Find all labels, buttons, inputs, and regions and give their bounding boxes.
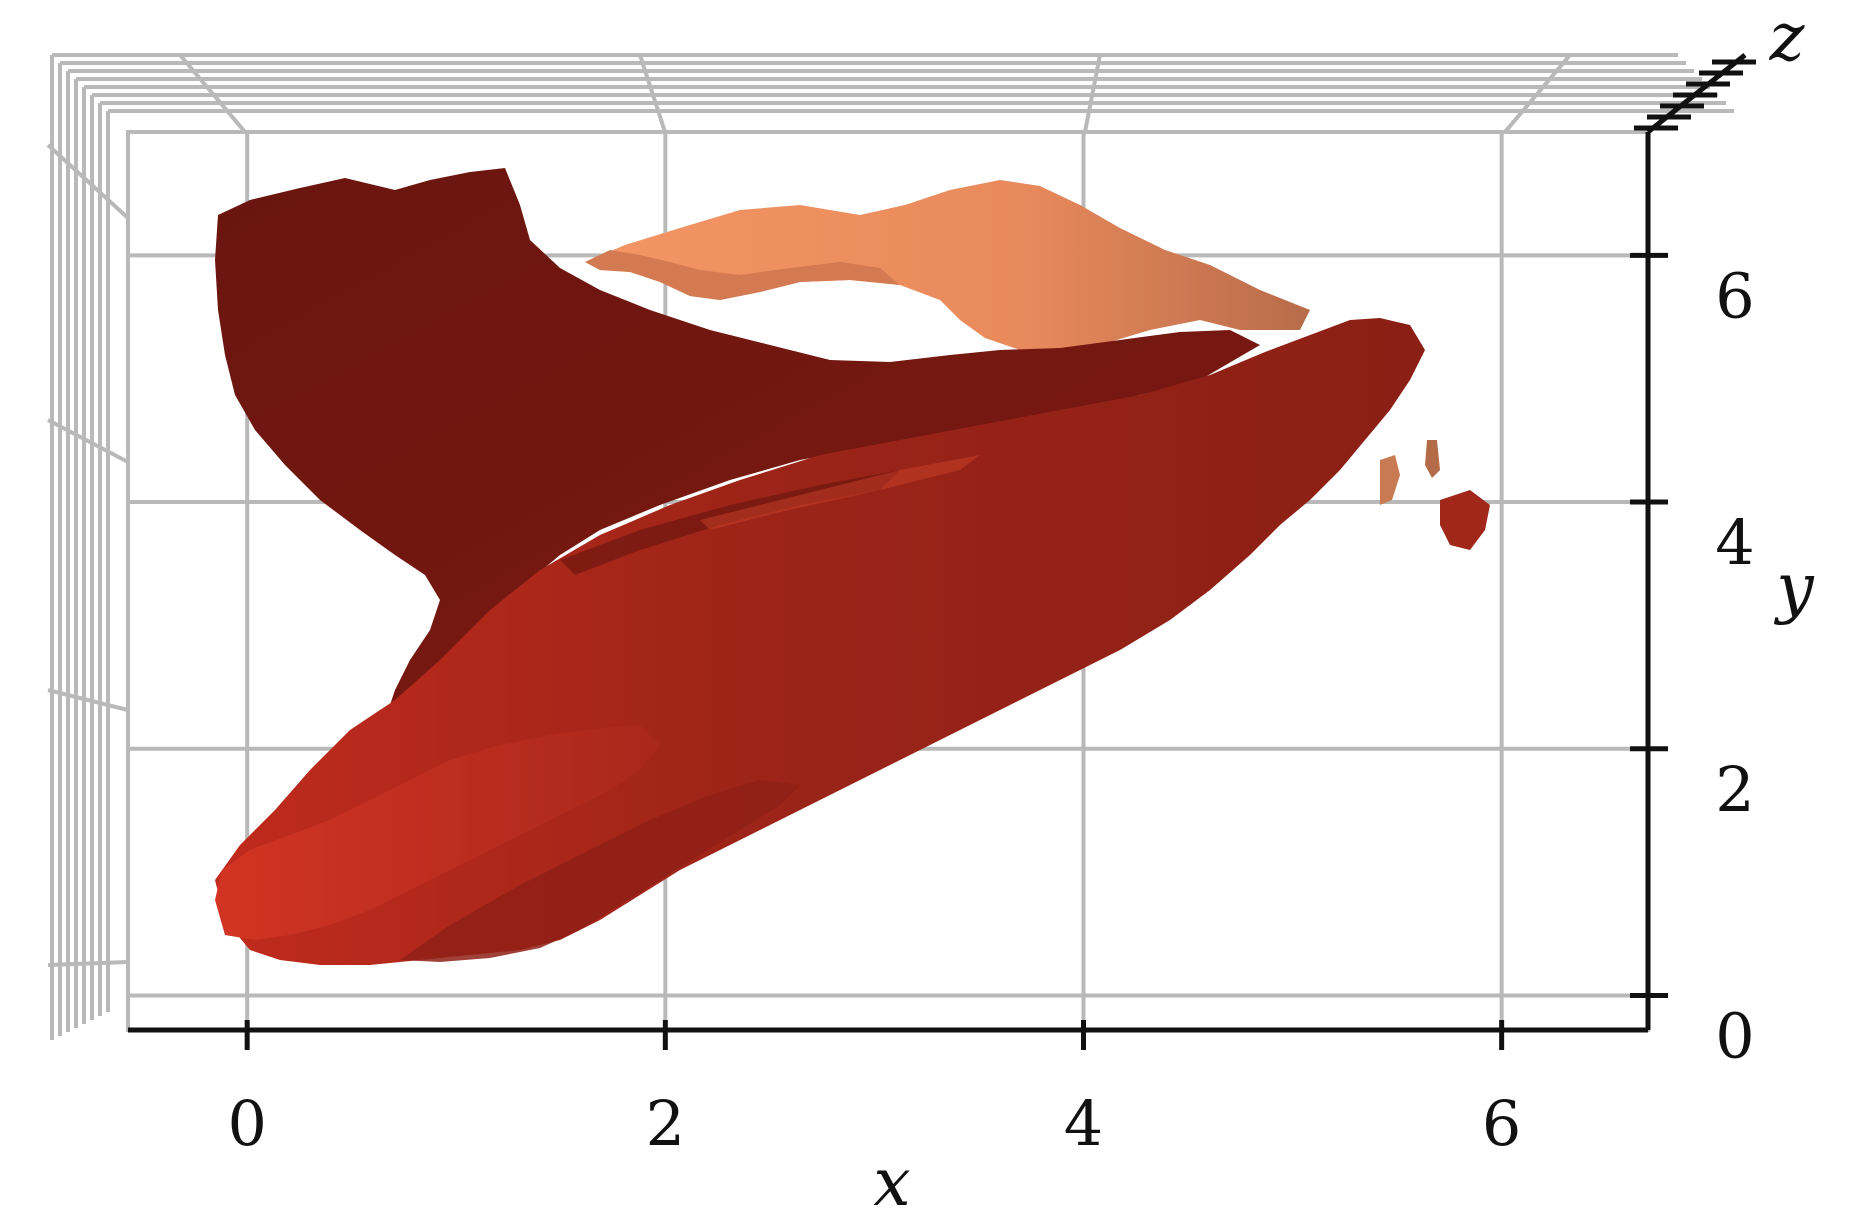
x-tick-label: 2 (646, 1087, 685, 1160)
x-tick-label: 4 (1064, 1087, 1103, 1160)
surface-light-patch-2 (1425, 440, 1440, 478)
grid-perspective-line (47, 418, 129, 464)
grid-perspective-line (46, 143, 130, 220)
y-tick-label: 4 (1715, 506, 1754, 579)
surface-inner-streak (560, 470, 900, 575)
y-tick-label: 2 (1715, 753, 1754, 826)
axis-labels: x y z (873, 0, 1814, 1218)
x-tick-label: 6 (1482, 1087, 1521, 1160)
grid-perspective-line (1503, 53, 1572, 134)
y-tick-label: 0 (1715, 999, 1754, 1072)
grid-perspective-line (178, 53, 247, 134)
grid-perspective-line (47, 960, 129, 967)
surface-light-patch (1380, 455, 1400, 505)
surface-upper-sheet (585, 180, 1310, 352)
y-axis-label: y (1773, 549, 1814, 626)
surface-inner-streak-2 (700, 455, 980, 530)
axes: 0 2 4 6 0 2 4 6 (128, 53, 1756, 1160)
surface-lower-shade (400, 780, 800, 962)
grid-perspective-line (47, 688, 129, 712)
surface-upper-sheet-edge (585, 250, 900, 300)
surface-plot (215, 168, 1490, 965)
grid-perspective-line (638, 54, 667, 133)
surface-right-tip (1440, 490, 1490, 550)
x-axis-label: x (873, 1144, 910, 1218)
x-tick-label: 0 (227, 1087, 266, 1160)
surface-lower-lip (215, 725, 660, 940)
y-tick-label: 6 (1715, 259, 1754, 332)
z-axis-label: z (1769, 0, 1806, 76)
surface-dark-lobe (215, 168, 1260, 740)
grid-perspective-line (1083, 54, 1102, 133)
